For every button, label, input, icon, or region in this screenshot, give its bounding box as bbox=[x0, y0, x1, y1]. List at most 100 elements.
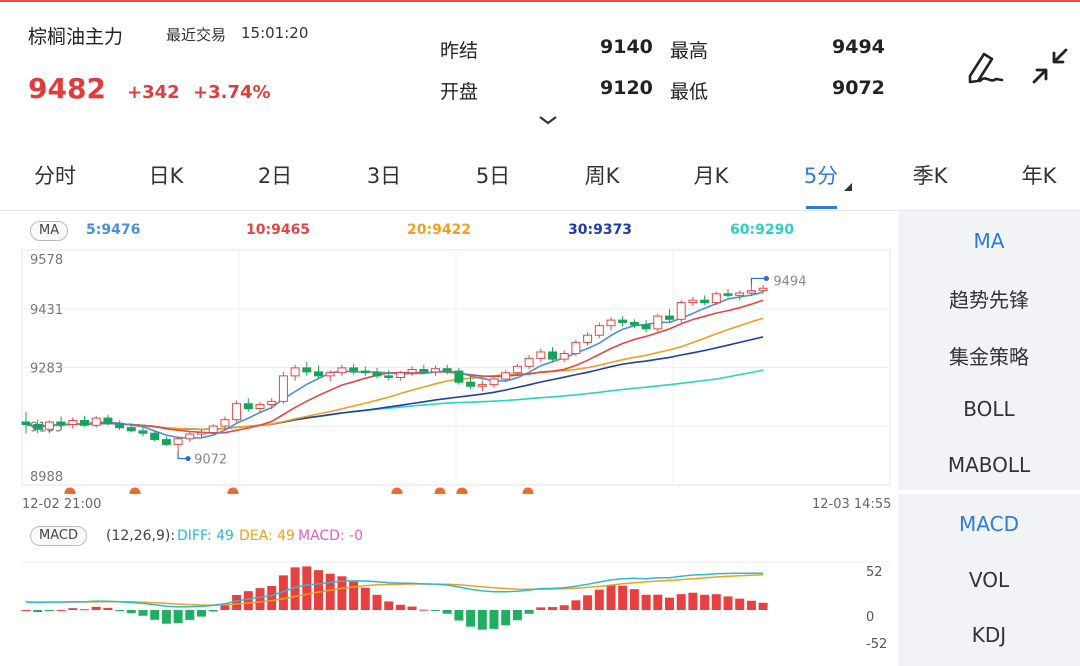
macd-histogram-bar bbox=[629, 589, 639, 610]
macd-params: (12,26,9): bbox=[106, 528, 176, 544]
candle-body bbox=[278, 375, 288, 402]
candle-body bbox=[243, 403, 253, 410]
indicator-macd[interactable]: MACD bbox=[959, 512, 1019, 536]
tab-dropdown-icon[interactable] bbox=[843, 182, 853, 192]
candle-body bbox=[56, 421, 66, 425]
candle-body bbox=[700, 299, 710, 304]
candle-body bbox=[571, 341, 581, 355]
tab-daily-k[interactable]: 日K bbox=[148, 164, 184, 188]
indicator-trend-pioneer[interactable]: 趋势先锋 bbox=[949, 288, 1029, 312]
last-trade-label: 最近交易 bbox=[166, 26, 227, 44]
tab-yearly-k[interactable]: 年K bbox=[1021, 164, 1057, 188]
macd-value: MACD: -0 bbox=[298, 528, 364, 544]
macd-histogram-bar bbox=[325, 573, 335, 610]
macd-histogram-bar bbox=[138, 610, 148, 616]
macd-chart[interactable]: 52 0 -52 bbox=[0, 550, 896, 666]
macd-histogram-bar bbox=[606, 585, 616, 610]
expand-chevron-icon[interactable] bbox=[538, 114, 558, 126]
candle-body bbox=[676, 302, 686, 320]
ma10-value: 10:9465 bbox=[246, 222, 311, 238]
price-change-pct: +3.74% bbox=[193, 82, 271, 103]
active-tab-indicator bbox=[806, 206, 837, 209]
candle-body bbox=[80, 419, 89, 426]
indicator-boll[interactable]: BOLL bbox=[963, 397, 1015, 421]
candle-body bbox=[325, 372, 335, 377]
candle-body bbox=[173, 438, 183, 445]
candle-body bbox=[594, 325, 604, 336]
macd-histogram-bar bbox=[583, 595, 593, 610]
macd-histogram-bar bbox=[419, 609, 429, 611]
tab-monthly-k[interactable]: 月K bbox=[693, 164, 729, 188]
macd-histogram-bar bbox=[197, 610, 206, 617]
indicator-fund-strategy[interactable]: 集金策略 bbox=[949, 345, 1029, 369]
draw-icon[interactable] bbox=[962, 46, 1004, 86]
tab-5min[interactable]: 5分 bbox=[803, 164, 839, 188]
top-accent-line bbox=[0, 0, 1080, 2]
tab-intraday[interactable]: 分时 bbox=[34, 164, 76, 188]
macd-histogram-bar bbox=[665, 597, 674, 610]
last-trade-time: 15:01:20 bbox=[241, 24, 309, 42]
macd-histogram-bar bbox=[126, 610, 136, 614]
stat-high-value: 9494 bbox=[832, 36, 885, 58]
ma5-value: 5:9476 bbox=[86, 222, 141, 238]
candle-body bbox=[688, 299, 698, 304]
price-change: +342 bbox=[127, 82, 180, 103]
macd-dea: DEA: 49 bbox=[239, 528, 295, 544]
tab-3day[interactable]: 3日 bbox=[366, 164, 402, 188]
signal-marker bbox=[522, 487, 534, 494]
tab-2day[interactable]: 2日 bbox=[257, 164, 293, 188]
macd-histogram-bar bbox=[711, 594, 721, 610]
stat-low-label: 最低 bbox=[670, 81, 709, 103]
indicator-vol[interactable]: VOL bbox=[968, 568, 1010, 592]
high-marker-dot bbox=[763, 275, 770, 282]
candle-body bbox=[220, 419, 230, 427]
ma20-value: 20:9422 bbox=[407, 222, 472, 238]
candle-body bbox=[758, 287, 768, 292]
macd-histogram-bar bbox=[536, 607, 546, 610]
macd-histogram-bar bbox=[91, 606, 101, 610]
candle-body bbox=[466, 381, 476, 387]
macd-dea-line bbox=[25, 574, 764, 606]
candle-body bbox=[723, 293, 733, 296]
macd-axis-label: 52 bbox=[866, 565, 883, 580]
macd-histogram-bar bbox=[431, 610, 440, 612]
ma-legend-pill[interactable]: MA bbox=[30, 221, 69, 241]
macd-histogram-bar bbox=[243, 591, 253, 610]
ma30-value: 30:9373 bbox=[568, 222, 633, 238]
ma30-line bbox=[25, 336, 764, 431]
tab-quarterly-k[interactable]: 季K bbox=[912, 164, 948, 188]
tab-weekly-k[interactable]: 周K bbox=[584, 164, 620, 188]
macd-histogram-bar bbox=[80, 609, 89, 611]
candle-body bbox=[407, 368, 417, 374]
collapse-icon[interactable] bbox=[1030, 46, 1070, 86]
macd-histogram-bar bbox=[185, 610, 195, 620]
macd-histogram-bar bbox=[103, 607, 113, 610]
macd-histogram-bar bbox=[337, 576, 347, 610]
tab-5day[interactable]: 5日 bbox=[475, 164, 511, 188]
macd-histogram-bar bbox=[524, 610, 534, 614]
candle-body bbox=[349, 367, 359, 372]
candle-body bbox=[606, 319, 616, 327]
indicator-kdj[interactable]: KDJ bbox=[971, 623, 1007, 647]
low-marker-dot bbox=[185, 455, 191, 462]
macd-histogram-bar bbox=[758, 602, 768, 610]
macd-histogram-bar bbox=[302, 566, 312, 610]
macd-histogram-bar bbox=[220, 605, 230, 610]
candlestick-chart[interactable]: 9578943192839135898894949072 bbox=[0, 244, 896, 494]
macd-histogram-bar bbox=[208, 610, 218, 612]
indicator-maboll[interactable]: MABOLL bbox=[947, 453, 1031, 477]
candle-body bbox=[185, 433, 195, 440]
instrument-name: 棕榈油主力 bbox=[28, 26, 124, 48]
stat-open-label: 开盘 bbox=[440, 81, 479, 103]
macd-histogram-bar bbox=[746, 600, 756, 610]
macd-histogram-bar bbox=[466, 610, 476, 627]
candle-body bbox=[267, 400, 277, 406]
indicator-ma[interactable]: MA bbox=[973, 229, 1005, 253]
candle-body bbox=[138, 430, 148, 434]
candle-body bbox=[548, 351, 557, 360]
macd-legend-pill[interactable]: MACD bbox=[30, 526, 87, 546]
candle-body bbox=[384, 375, 394, 378]
macd-diff: DIFF: 49 bbox=[177, 528, 234, 544]
macd-histogram-bar bbox=[688, 592, 698, 610]
